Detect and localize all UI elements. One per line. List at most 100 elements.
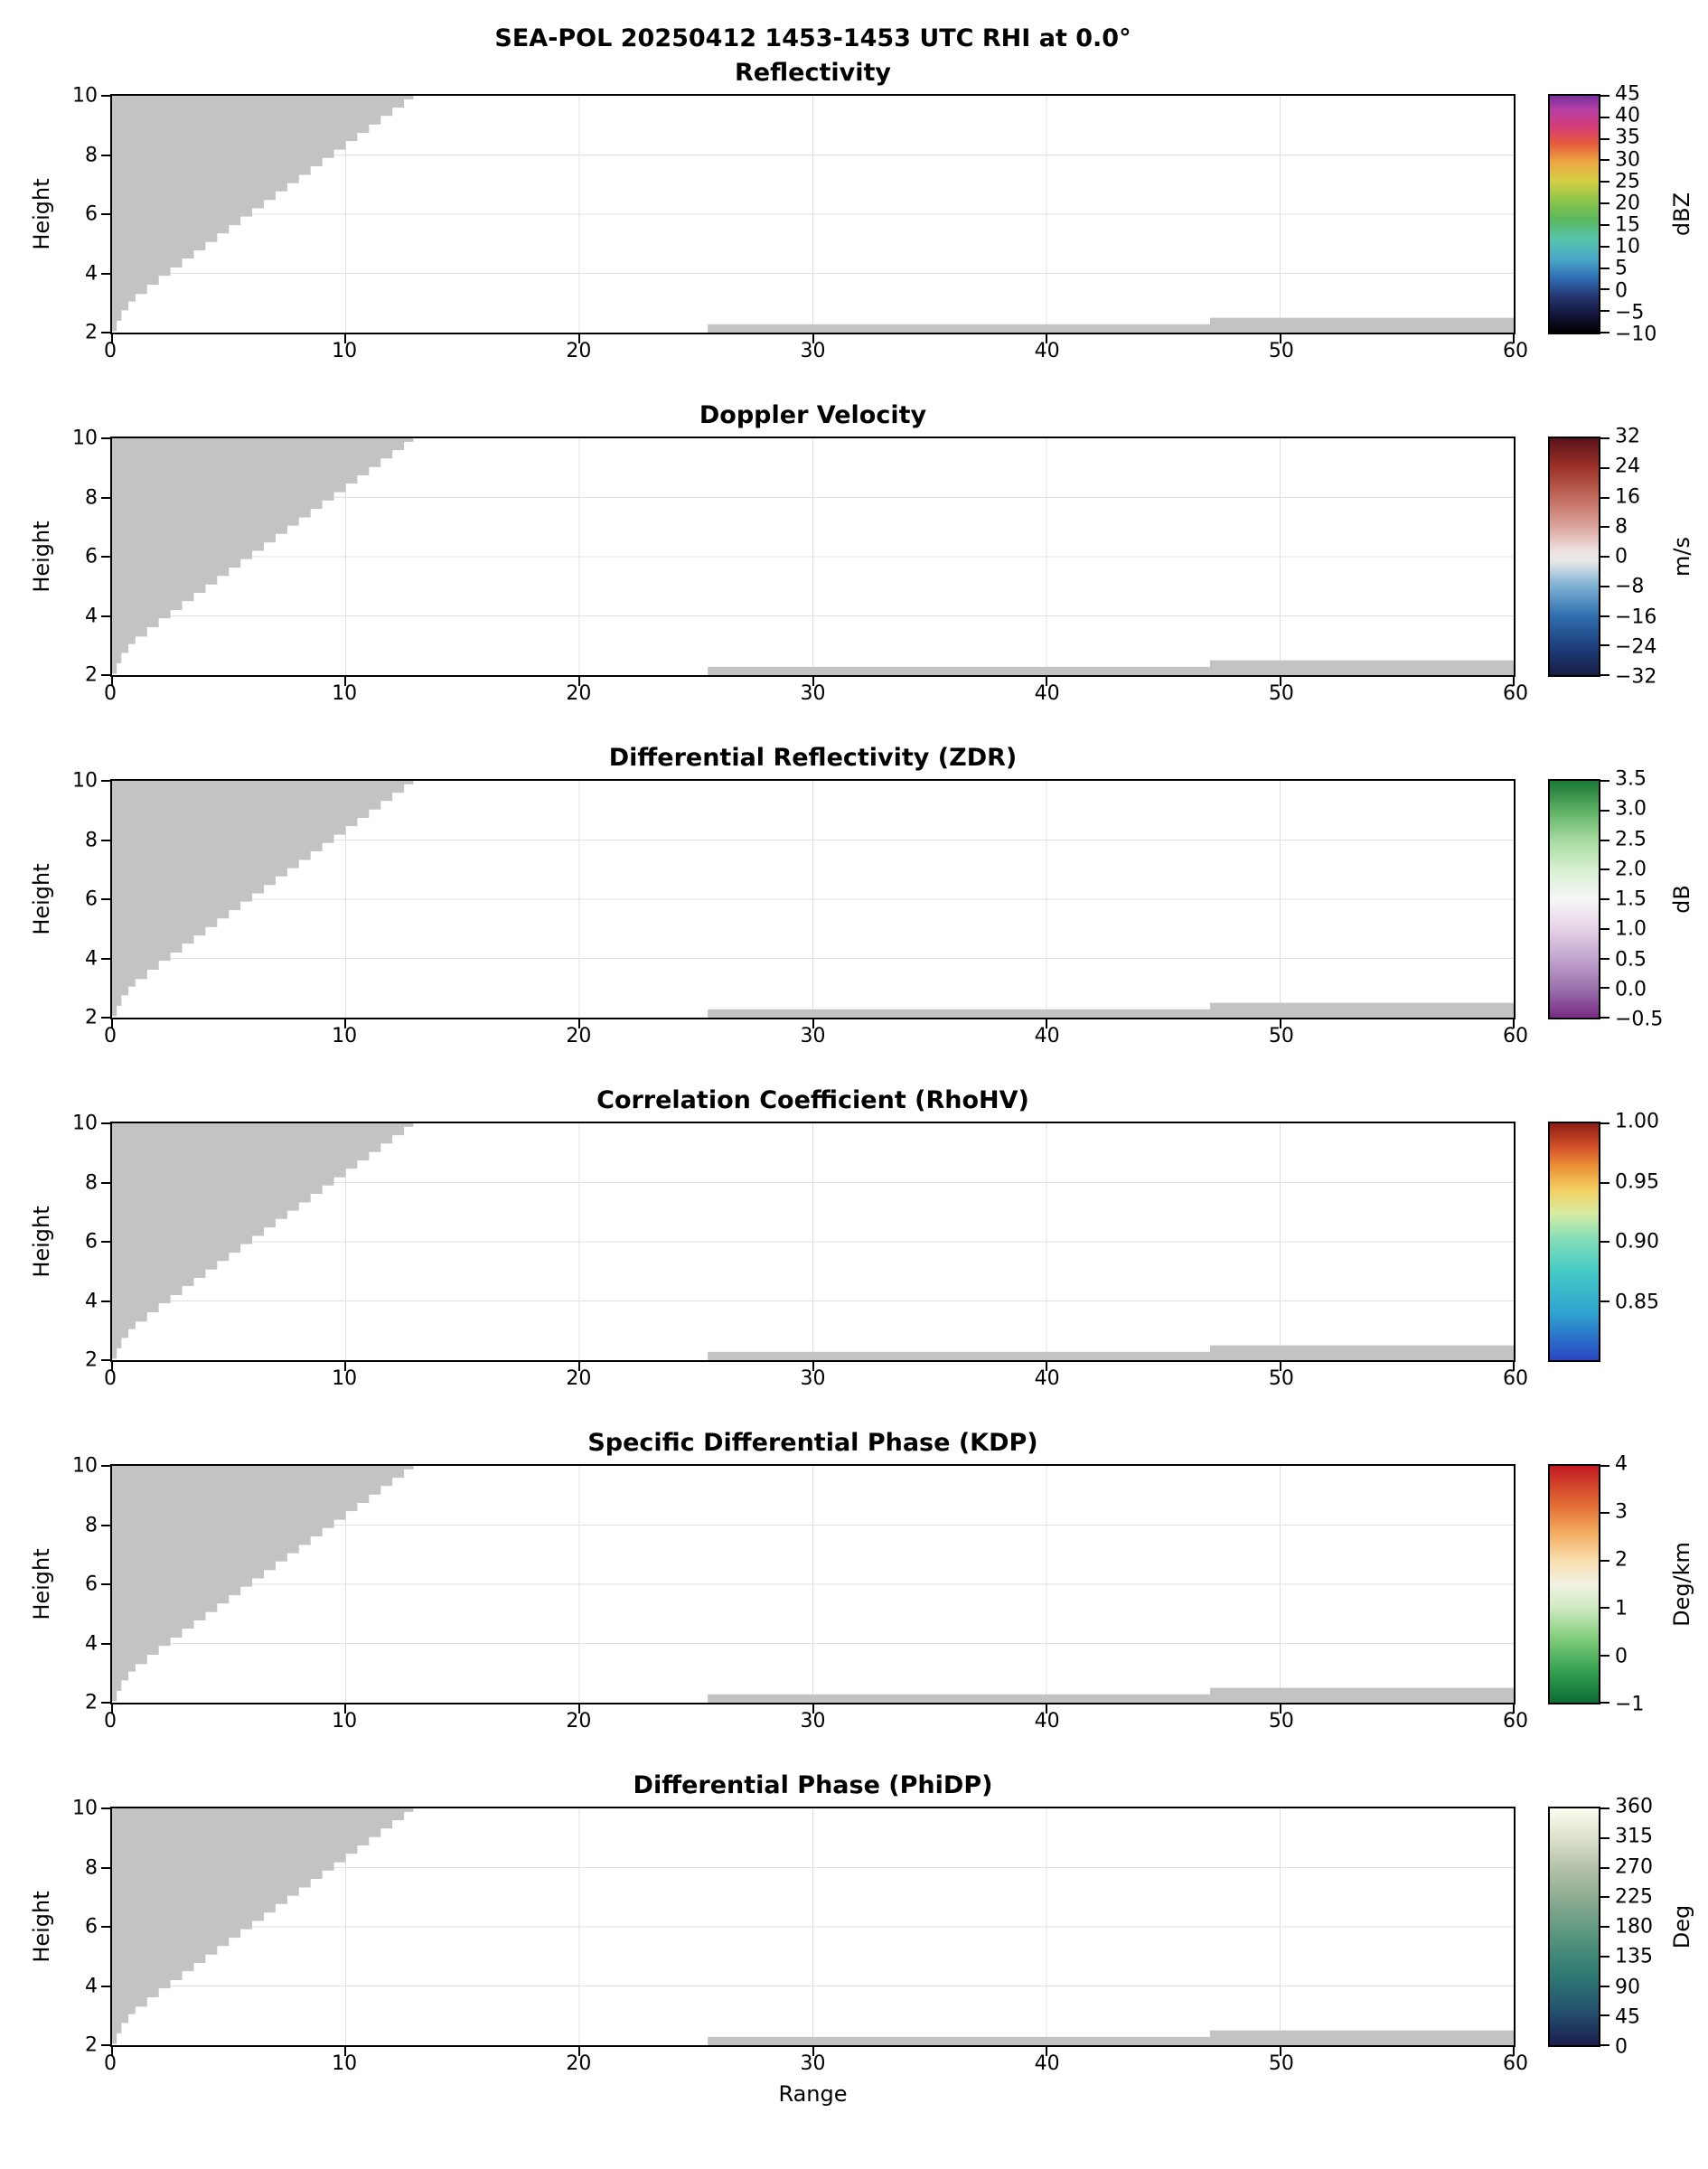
y-tick-mark <box>101 957 110 960</box>
panel-title: Specific Differential Phase (KDP) <box>587 1429 1038 1457</box>
y-tick-mark <box>101 1017 110 1019</box>
x-tick-mark <box>1513 334 1515 343</box>
plot-area: 2 4 6 8 10 <box>72 1798 1516 2057</box>
colorbar-tick-mark <box>1600 615 1609 617</box>
masked-region-strip <box>1209 1002 1514 1018</box>
x-tick-label: 40 <box>1034 1710 1060 1732</box>
colorbar-tick-mark <box>1600 332 1609 333</box>
x-tick-label: 30 <box>800 1710 826 1732</box>
masked-region-strip <box>708 666 1210 675</box>
colorbar-tick-label: −1 <box>1615 1693 1645 1716</box>
x-tick-label: 10 <box>332 682 358 705</box>
x-tick-mark <box>111 677 113 686</box>
colorbar-tick-label: 2.5 <box>1615 828 1647 850</box>
y-tick-mark <box>101 272 110 275</box>
y-tick-mark <box>101 154 110 156</box>
colorbar-tick-mark <box>1600 1985 1609 1987</box>
masked-region-strip <box>1209 2030 1514 2045</box>
colorbar-tick-label: 10 <box>1615 235 1640 258</box>
masked-region-strip <box>708 1694 1210 1703</box>
y-tick-label: 6 <box>85 887 98 911</box>
colorbar-tick-label: 3.0 <box>1615 797 1647 821</box>
x-tick-mark <box>1513 1019 1515 1028</box>
colorbar-tick-label: 315 <box>1615 1825 1653 1848</box>
colorbar-tick-label: 45 <box>1615 82 1640 106</box>
y-tick-label: 4 <box>85 1632 98 1655</box>
y-tick-label: 10 <box>72 769 98 793</box>
x-tick-label: 50 <box>1268 1367 1294 1390</box>
plot-area: 2 4 6 8 10 <box>72 770 1516 1029</box>
colorbar-gradient <box>1548 437 1609 677</box>
y-tick-mark <box>101 2044 110 2046</box>
colorbar-gradient <box>1548 1122 1609 1362</box>
y-tick-mark <box>101 839 110 841</box>
x-tick-mark <box>577 677 580 686</box>
x-tick-label: 60 <box>1503 1710 1528 1732</box>
colorbar-tick-mark <box>1600 137 1609 140</box>
panel-specific-differential-phase: Specific Differential Phase (KDP) Height… <box>0 1424 1708 1737</box>
x-tick-mark <box>111 1362 113 1371</box>
colorbar-tick-mark <box>1600 1241 1609 1243</box>
colorbar-tick-mark <box>1600 245 1609 248</box>
x-tick-mark <box>344 2047 347 2056</box>
y-tick-label: 2 <box>85 2033 98 2057</box>
x-tick-mark <box>344 677 347 686</box>
colorbar-tick-mark <box>1600 1955 1609 1958</box>
y-tick-label: 8 <box>85 1514 98 1536</box>
colorbar-tick-mark <box>1600 1836 1609 1839</box>
x-tick-mark <box>577 1362 580 1371</box>
y-tick-mark <box>101 95 110 97</box>
y-tick-label: 2 <box>85 1348 98 1372</box>
colorbar-tick-label: 24 <box>1615 455 1640 478</box>
panel-differential-reflectivity: Differential Reflectivity (ZDR) Height 2… <box>0 739 1708 1052</box>
x-tick-label: 50 <box>1268 1710 1294 1732</box>
y-tick-mark <box>101 1642 110 1645</box>
y-tick-label: 8 <box>85 144 98 166</box>
colorbar-tick-mark <box>1600 987 1609 990</box>
x-tick-label: 20 <box>566 682 592 705</box>
x-tick-label: 30 <box>800 2052 826 2075</box>
colorbar-tick-mark <box>1600 2014 1609 2017</box>
y-tick-mark <box>101 332 110 333</box>
colorbar-tick-mark <box>1600 1654 1609 1657</box>
x-tick-label: 60 <box>1503 682 1528 705</box>
colorbar-gradient <box>1548 94 1609 334</box>
plot-canvas <box>112 1808 1514 2045</box>
colorbar-tick-label: 32 <box>1615 425 1640 448</box>
colorbar: Deg 360 315 270 225 180 135 90 45 0 <box>1548 1796 1708 2059</box>
x-tick-mark <box>577 2047 580 2056</box>
colorbar-tick-label: 20 <box>1615 192 1640 215</box>
x-tick-mark <box>1279 677 1281 686</box>
colorbar-tick-mark <box>1600 159 1609 162</box>
panel-title: Doppler Velocity <box>699 401 927 429</box>
x-tick-label: 50 <box>1268 1025 1294 1047</box>
masked-region-strip <box>1209 317 1514 333</box>
colorbar: 1.00 0.95 0.90 0.85 <box>1548 1111 1708 1362</box>
colorbar-unit-label: Deg/km <box>1669 1542 1694 1627</box>
x-tick-label: 40 <box>1034 2052 1060 2075</box>
x-tick-label: 40 <box>1034 1367 1060 1390</box>
x-tick-label: 0 <box>104 1367 117 1390</box>
colorbar-tick-label: 360 <box>1615 1795 1653 1818</box>
y-tick-label: 2 <box>85 1691 98 1714</box>
colorbar-tick-label: 0 <box>1615 1645 1628 1668</box>
y-tick-label: 6 <box>85 1230 98 1254</box>
colorbar-tick-mark <box>1600 809 1609 812</box>
y-tick-mark <box>101 556 110 558</box>
x-tick-mark <box>344 1019 347 1028</box>
y-tick-mark <box>101 1465 110 1467</box>
colorbar-tick-label: 0.90 <box>1615 1230 1659 1254</box>
y-tick-label: 8 <box>85 1171 98 1194</box>
colorbar-tick-label: −8 <box>1615 575 1645 598</box>
colorbar-unit-label: dBZ <box>1669 192 1694 237</box>
colorbar-tick-label: −10 <box>1615 323 1657 346</box>
masked-region-strip <box>1209 1687 1514 1703</box>
x-tick-label: 40 <box>1034 340 1060 362</box>
y-tick-label: 6 <box>85 1915 98 1939</box>
x-tick-label: 50 <box>1268 682 1294 705</box>
colorbar-tick-mark <box>1600 202 1609 205</box>
panel-doppler-velocity: Doppler Velocity Height 2 4 6 8 10 m/s 32 24 1… <box>0 397 1708 709</box>
colorbar-tick-mark <box>1600 1866 1609 1869</box>
masked-region-wedge <box>112 1808 414 2044</box>
